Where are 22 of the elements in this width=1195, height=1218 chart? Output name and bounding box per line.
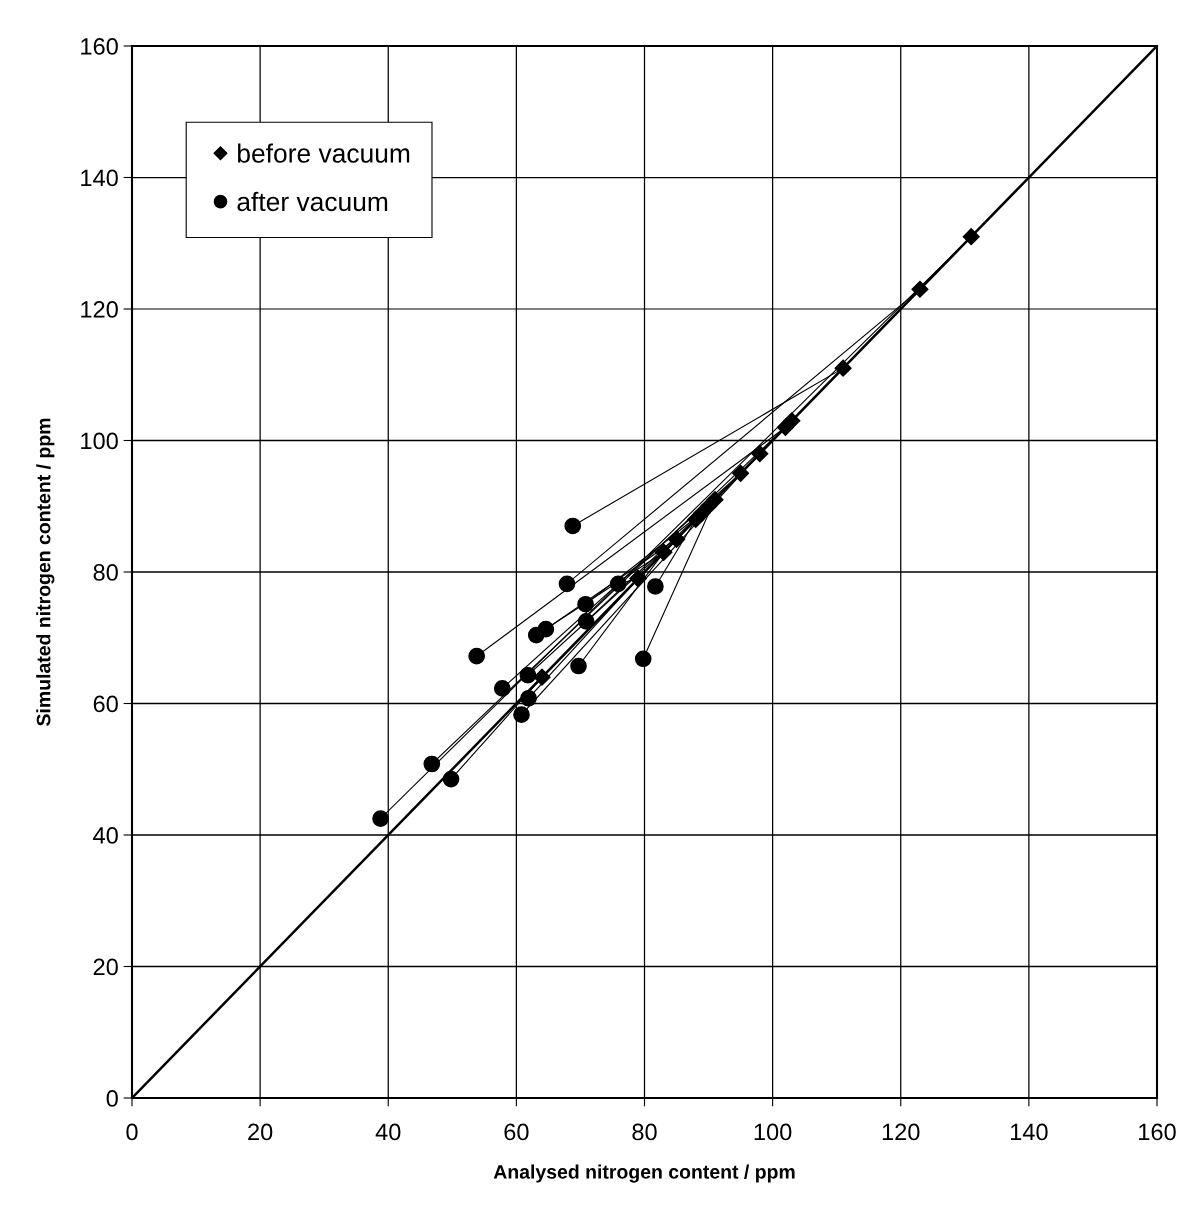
x-tick-label: 160 — [1139, 1123, 1176, 1141]
x-tick-label: 120 — [882, 1123, 920, 1141]
x-tick-label: 100 — [754, 1123, 792, 1141]
legend-label: after vacuum — [237, 191, 388, 212]
x-axis-title: Analysed nitrogen content / ppm — [493, 1164, 795, 1183]
x-tick-label: 0 — [126, 1123, 138, 1141]
x-tick-label: 80 — [632, 1123, 657, 1141]
y-tick-label: 0 — [106, 1090, 118, 1107]
y-axis-title: Simulated nitrogen content / ppm — [36, 418, 55, 726]
x-tick-label: 140 — [1010, 1123, 1048, 1141]
y-tick-label: 160 — [81, 38, 118, 55]
x-tick-label: 20 — [248, 1123, 273, 1141]
y-tick-label: 120 — [81, 301, 118, 318]
y-tick-label: 100 — [81, 432, 118, 450]
x-tick-label: 60 — [504, 1123, 529, 1141]
y-tick-label: 20 — [93, 958, 118, 976]
legend-label: before vacuum — [238, 143, 410, 163]
y-tick-label: 140 — [81, 169, 118, 187]
y-tick-label: 80 — [93, 564, 118, 581]
y-tick-label: 40 — [93, 827, 118, 844]
x-tick-label: 40 — [375, 1123, 401, 1141]
y-tick-label: 60 — [93, 695, 118, 713]
